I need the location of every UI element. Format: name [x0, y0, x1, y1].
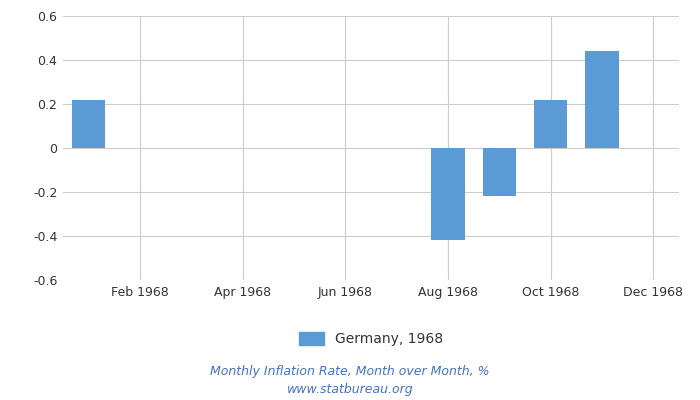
Legend: Germany, 1968: Germany, 1968 [293, 326, 449, 352]
Bar [431, 148, 465, 240]
Bar [534, 100, 567, 148]
Bar [483, 148, 516, 196]
Bar [585, 51, 619, 148]
Text: www.statbureau.org: www.statbureau.org [287, 384, 413, 396]
Bar [72, 100, 105, 148]
Text: Monthly Inflation Rate, Month over Month, %: Monthly Inflation Rate, Month over Month… [210, 366, 490, 378]
